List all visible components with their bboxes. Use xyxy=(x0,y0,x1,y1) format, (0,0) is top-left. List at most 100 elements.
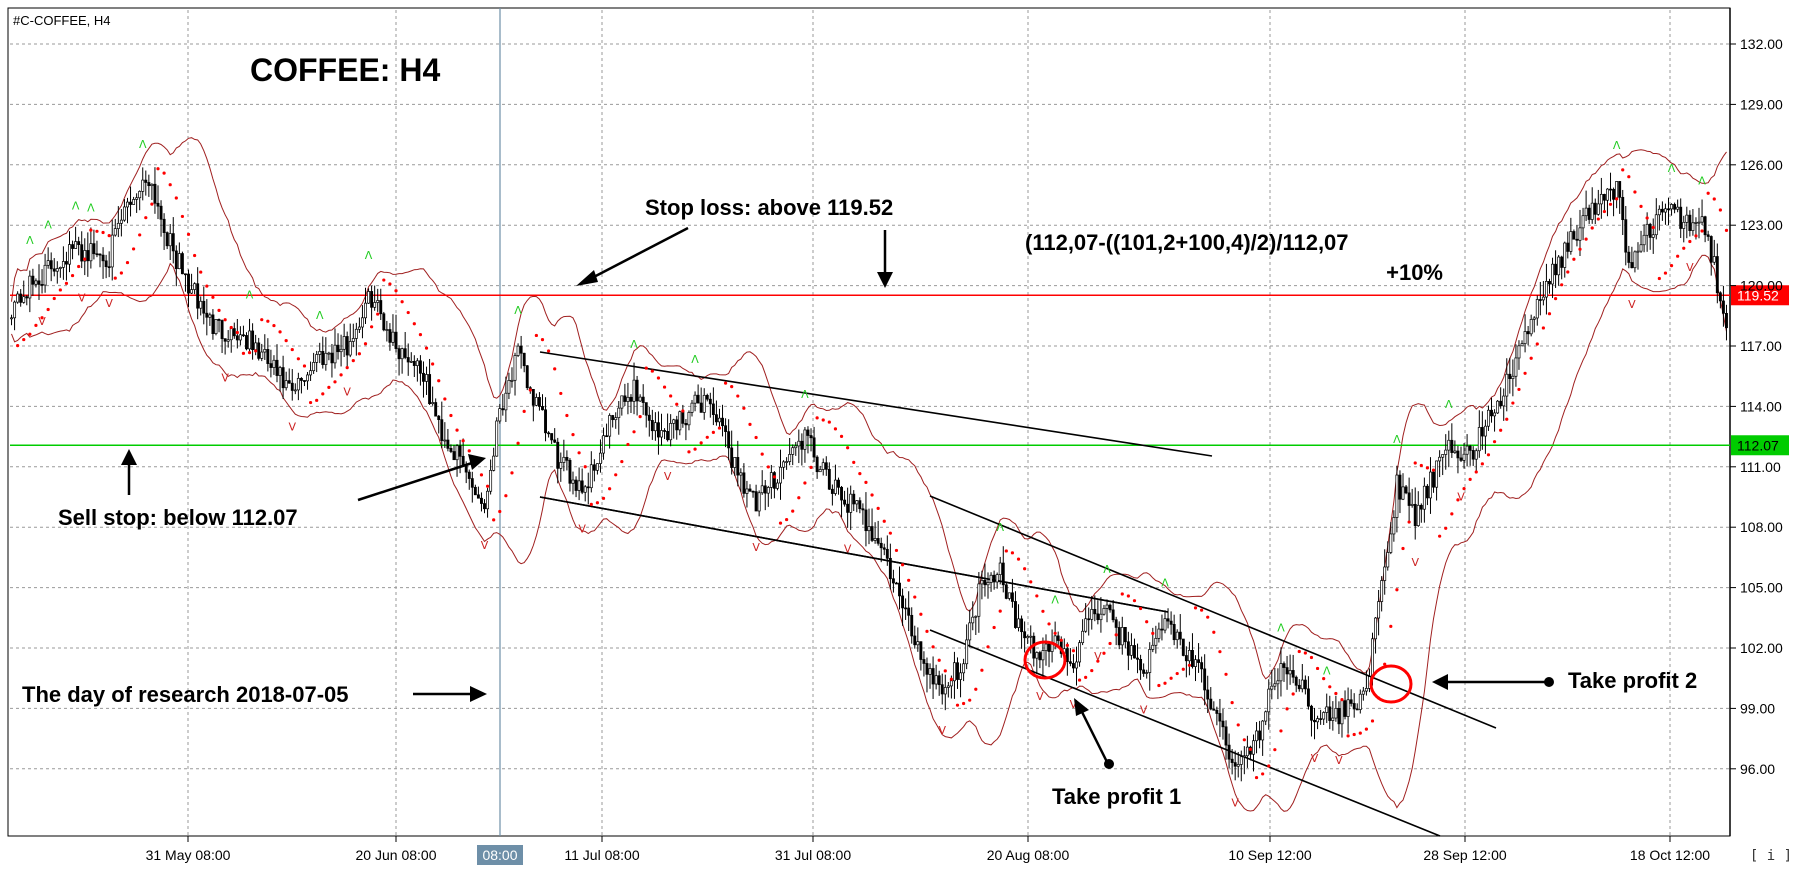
candle-body xyxy=(1627,251,1631,263)
sar-dot xyxy=(70,273,75,278)
candle-body xyxy=(623,395,627,402)
candle-body xyxy=(1148,649,1152,673)
candle-body xyxy=(1447,439,1451,451)
candle-body xyxy=(1114,619,1118,628)
fractal-up-icon: Λ xyxy=(44,218,52,231)
sar-dot xyxy=(705,435,709,439)
candle-body xyxy=(861,508,865,511)
sar-dot xyxy=(1669,263,1674,268)
candle-body xyxy=(1416,504,1420,526)
sar-dot xyxy=(290,347,294,352)
candle-body xyxy=(1361,690,1365,695)
candle-body xyxy=(1624,219,1628,253)
sar-dot xyxy=(1608,202,1613,206)
candle-body xyxy=(824,462,828,470)
candle-body xyxy=(1334,707,1338,719)
candle-body xyxy=(1679,206,1683,229)
candle-body xyxy=(1316,718,1320,723)
candle-body xyxy=(1563,242,1567,268)
sar-dot xyxy=(455,428,459,432)
time-tick-label: 31 May 08:00 xyxy=(146,847,231,863)
candle-body xyxy=(1639,244,1643,252)
candle-body xyxy=(193,283,197,290)
price-levels: 119.52 112.07 xyxy=(10,285,1789,456)
candle-body xyxy=(779,466,782,484)
candle-body xyxy=(1584,207,1588,217)
fractal-up-icon: Λ xyxy=(365,249,373,262)
candle-body xyxy=(65,261,68,265)
candle-body xyxy=(934,675,938,685)
candle-body xyxy=(1081,630,1085,644)
sar-dot xyxy=(1291,692,1295,696)
candle-body xyxy=(904,607,908,610)
candle-body xyxy=(830,488,834,494)
candle-body xyxy=(736,457,740,476)
sar-dot xyxy=(296,357,300,361)
candle-body xyxy=(422,372,425,382)
sar-dot xyxy=(1029,580,1033,584)
candle-body xyxy=(760,485,764,494)
sar-dot xyxy=(827,420,831,424)
grid-lines xyxy=(10,10,1730,836)
fractal-up-icon: Λ xyxy=(996,521,1004,534)
candle-body xyxy=(373,302,377,308)
sar-dot xyxy=(186,232,191,236)
candle-body xyxy=(16,293,20,303)
candle-body xyxy=(153,183,157,204)
candle-body xyxy=(940,684,944,695)
candle-body xyxy=(888,557,892,580)
sar-dot xyxy=(247,351,252,355)
sar-dot xyxy=(1694,234,1698,238)
info-button[interactable]: [ i ] xyxy=(1750,848,1792,864)
fractal-up-icon: Λ xyxy=(1277,621,1285,634)
candle-body xyxy=(1044,643,1048,652)
candle-body xyxy=(583,486,587,493)
sar-dot xyxy=(1096,659,1100,663)
candle-body xyxy=(553,439,557,443)
candle-body xyxy=(418,360,422,374)
candle-body xyxy=(177,253,181,270)
chart-title: COFFEE: H4 xyxy=(250,52,440,88)
profit-formula: (112,07-((101,2+100,4)/2)/112,07 xyxy=(1025,230,1349,255)
candle-body xyxy=(394,331,398,349)
sar-dot xyxy=(1303,651,1307,655)
sar-dot xyxy=(1706,191,1710,195)
candle-body xyxy=(400,348,404,360)
candle-body xyxy=(769,472,773,488)
take-profit-1-arrow xyxy=(1080,711,1109,763)
trend-line xyxy=(929,495,1497,729)
candle-body xyxy=(684,423,688,426)
candle-body xyxy=(379,300,383,315)
candle-body xyxy=(458,445,462,457)
sar-dot xyxy=(101,230,105,235)
sar-dot xyxy=(1145,620,1149,624)
sar-dot xyxy=(1547,312,1552,316)
sar-dot xyxy=(998,609,1002,613)
sar-dot xyxy=(583,465,587,469)
sar-dot xyxy=(1261,772,1265,776)
candle-body xyxy=(135,197,139,200)
sar-dot xyxy=(595,501,600,505)
candle-body xyxy=(116,222,120,229)
candle-body xyxy=(489,470,493,492)
candle-body xyxy=(1090,608,1094,620)
candle-body xyxy=(962,663,966,674)
candle-body xyxy=(1288,670,1292,675)
candle-body xyxy=(46,260,50,266)
candle-body xyxy=(180,253,184,275)
candle-body xyxy=(882,547,886,550)
sar-dot xyxy=(180,214,185,219)
candle-body xyxy=(333,344,337,364)
candle-body xyxy=(315,354,319,363)
candle-body xyxy=(498,408,502,422)
candle-body xyxy=(1184,655,1188,662)
sar-dot xyxy=(687,450,691,454)
candle-body xyxy=(196,283,200,309)
candle-body xyxy=(19,293,23,303)
fractal-up-icon: Λ xyxy=(1698,174,1706,187)
research-day-label: The day of research 2018-07-05 xyxy=(22,682,349,707)
candle-body xyxy=(1386,552,1390,568)
sar-dot xyxy=(254,349,258,353)
candle-body xyxy=(495,420,499,457)
candle-body xyxy=(1349,699,1353,704)
